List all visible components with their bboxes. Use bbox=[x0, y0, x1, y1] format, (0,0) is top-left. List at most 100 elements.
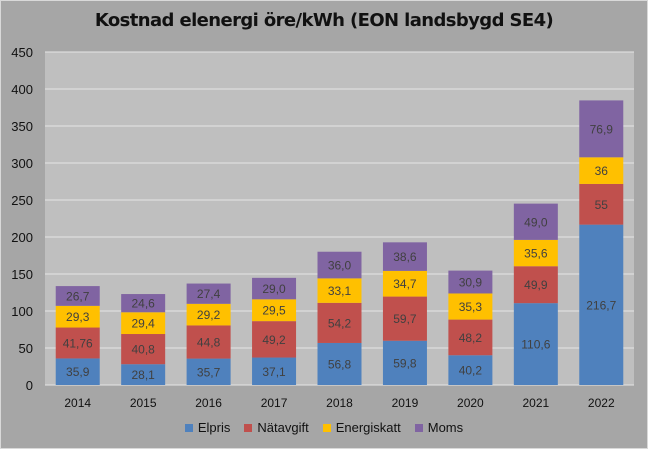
bar-n-tavgift-2020 bbox=[448, 319, 493, 356]
bar-n-tavgift-2016 bbox=[186, 325, 231, 359]
data-label: 49,0 bbox=[524, 215, 548, 229]
data-label: 29,3 bbox=[66, 310, 90, 324]
y-tick-label: 300 bbox=[11, 156, 33, 171]
bar-elpris-2019 bbox=[382, 340, 427, 385]
y-tick-label: 0 bbox=[26, 378, 33, 393]
data-label: 28,1 bbox=[131, 368, 155, 382]
legend-swatch bbox=[244, 423, 253, 432]
data-label: 56,8 bbox=[328, 357, 352, 371]
data-label: 36 bbox=[595, 164, 609, 178]
bar-moms-2014 bbox=[55, 286, 100, 306]
data-label: 35,6 bbox=[524, 247, 548, 261]
legend-swatch bbox=[322, 423, 331, 432]
bar-energiskatt-2015 bbox=[121, 312, 166, 335]
x-tick-label: 2015 bbox=[130, 396, 157, 410]
data-label: 59,8 bbox=[393, 356, 417, 370]
bar-n-tavgift-2021 bbox=[513, 266, 558, 304]
legend-label: Elpris bbox=[197, 420, 231, 436]
data-label: 35,7 bbox=[197, 365, 221, 379]
bar-energiskatt-2018 bbox=[317, 278, 362, 303]
data-label: 24,6 bbox=[131, 297, 155, 311]
bar-elpris-2021 bbox=[513, 303, 558, 385]
x-tick-label: 2017 bbox=[261, 396, 288, 410]
bar-elpris-2014 bbox=[55, 358, 100, 385]
data-label: 26,7 bbox=[66, 289, 90, 303]
bar-moms-2015 bbox=[121, 294, 166, 313]
data-label: 44,8 bbox=[197, 336, 221, 350]
data-label: 38,6 bbox=[393, 250, 417, 264]
data-label: 55 bbox=[595, 198, 609, 212]
bar-elpris-2020 bbox=[448, 355, 493, 385]
y-tick-label: 50 bbox=[19, 341, 33, 356]
y-tick-label: 200 bbox=[11, 230, 33, 245]
bar-n-tavgift-2017 bbox=[252, 321, 297, 358]
legend-swatch bbox=[184, 423, 193, 432]
legend: Elpris Nätavgift Energiskatt Moms bbox=[1, 419, 647, 435]
data-label: 76,9 bbox=[590, 122, 614, 136]
legend-item: Elpris bbox=[184, 420, 231, 436]
data-label: 48,2 bbox=[459, 331, 483, 345]
data-label: 30,9 bbox=[459, 276, 483, 290]
data-label: 59,7 bbox=[393, 312, 417, 326]
data-label: 40,8 bbox=[131, 343, 155, 357]
y-tick-label: 350 bbox=[11, 119, 33, 134]
data-label: 54,2 bbox=[328, 316, 352, 330]
data-label: 29,4 bbox=[131, 317, 155, 331]
bar-elpris-2017 bbox=[252, 357, 297, 385]
bar-energiskatt-2020 bbox=[448, 293, 493, 320]
legend-item: Energiskatt bbox=[322, 420, 401, 436]
bar-n-tavgift-2022 bbox=[579, 183, 624, 225]
legend-label: Energiskatt bbox=[335, 420, 401, 436]
x-tick-label: 2020 bbox=[457, 396, 484, 410]
legend-swatch bbox=[414, 423, 423, 432]
data-label: 33,1 bbox=[328, 284, 352, 298]
x-tick-label: 2018 bbox=[326, 396, 353, 410]
bar-moms-2020 bbox=[448, 270, 493, 294]
x-tick-label: 2019 bbox=[392, 396, 419, 410]
x-tick-label: 2014 bbox=[64, 396, 91, 410]
y-tick-label: 250 bbox=[11, 193, 33, 208]
bar-energiskatt-2017 bbox=[252, 299, 297, 322]
legend-label: Moms bbox=[427, 420, 464, 436]
legend-label: Nätavgift bbox=[257, 420, 309, 436]
data-label: 29,0 bbox=[262, 282, 286, 296]
chart-title: Kostnad elenergi öre/kWh (EON landsbygd … bbox=[94, 10, 554, 31]
bar-elpris-2016 bbox=[186, 358, 231, 385]
data-label: 29,5 bbox=[262, 304, 286, 318]
bar-moms-2016 bbox=[186, 283, 231, 304]
bar-energiskatt-2022 bbox=[579, 157, 624, 184]
x-tick-label: 2016 bbox=[195, 396, 222, 410]
bar-n-tavgift-2019 bbox=[382, 296, 427, 341]
bar-moms-2018 bbox=[317, 251, 362, 279]
data-label: 216,7 bbox=[586, 298, 616, 312]
bar-elpris-2018 bbox=[317, 342, 362, 385]
x-tick-label: 2022 bbox=[588, 396, 615, 410]
legend-item: Nätavgift bbox=[244, 420, 309, 436]
bar-energiskatt-2014 bbox=[55, 305, 100, 328]
bar-moms-2022 bbox=[579, 100, 624, 158]
bar-moms-2021 bbox=[513, 203, 558, 240]
data-label: 34,7 bbox=[393, 277, 417, 291]
data-label: 36,0 bbox=[328, 259, 352, 273]
data-label: 35,9 bbox=[66, 365, 90, 379]
data-label: 29,2 bbox=[197, 308, 221, 322]
bar-energiskatt-2016 bbox=[186, 303, 231, 326]
bar-energiskatt-2019 bbox=[382, 270, 427, 297]
bar-n-tavgift-2014 bbox=[55, 327, 100, 359]
y-tick-label: 150 bbox=[11, 267, 33, 282]
bar-elpris-2022 bbox=[579, 224, 624, 385]
x-tick-label: 2021 bbox=[522, 396, 549, 410]
data-label: 49,9 bbox=[524, 278, 548, 292]
bar-moms-2017 bbox=[252, 277, 297, 300]
bar-n-tavgift-2018 bbox=[317, 302, 362, 343]
legend-item: Moms bbox=[414, 420, 464, 436]
bar-energiskatt-2021 bbox=[513, 239, 558, 267]
data-label: 27,4 bbox=[197, 287, 221, 301]
data-label: 49,2 bbox=[262, 333, 286, 347]
data-label: 40,2 bbox=[459, 364, 483, 378]
data-label: 35,3 bbox=[459, 300, 483, 314]
y-tick-label: 100 bbox=[11, 304, 33, 319]
data-label: 37,1 bbox=[262, 365, 286, 379]
